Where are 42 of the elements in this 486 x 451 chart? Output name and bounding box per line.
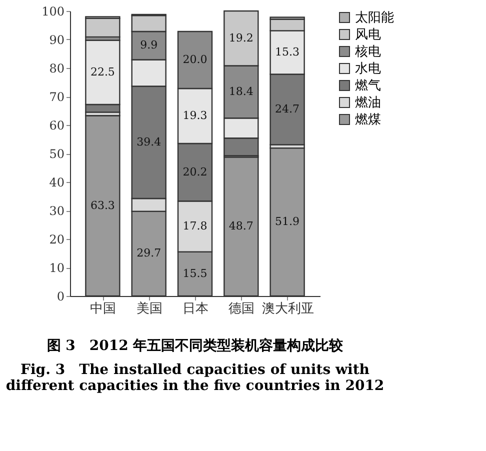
y-tick-label: 80	[49, 62, 64, 76]
legend-label: 太阳能	[355, 10, 394, 26]
y-tick-label: 50	[49, 147, 64, 161]
text: 图 3 2012 年五国不同类型装机容量构成比较	[46, 337, 344, 354]
data-label: 22.5	[90, 65, 115, 78]
legend-label: 燃气	[355, 78, 381, 94]
data-label: 18.4	[228, 84, 254, 98]
x-tick-label: 澳大利亚	[262, 302, 314, 316]
data-label: 63.3	[90, 198, 115, 212]
data-label: 19.2	[228, 31, 254, 44]
y-tick-label: 40	[49, 176, 64, 190]
data-label: 19.3	[182, 109, 208, 122]
x-tick-label: 美国	[136, 300, 162, 316]
x-tick-label: 日本	[182, 302, 208, 316]
y-tick-label: 70	[49, 90, 64, 104]
caption: Fig. 3 The installed capacities of units with	[20, 362, 370, 378]
data-label: 20.2	[182, 165, 208, 178]
y-tick-label: 60	[49, 118, 64, 132]
y-tick-label: 0	[56, 290, 64, 304]
y-tick-label: 30	[49, 204, 64, 218]
data-label: 51.9	[275, 215, 300, 228]
x-tick-label: 中国	[90, 302, 116, 316]
data-label: 15.5	[182, 266, 208, 280]
data-label: 9.9	[140, 38, 158, 52]
legend-label: 水电	[355, 62, 381, 76]
legend-label: 核电	[354, 44, 381, 60]
x-tick-label: 德国	[228, 302, 255, 316]
text: different capacities in the five countries in 2012	[6, 378, 384, 394]
data-label: 17.8	[182, 219, 208, 232]
data-label: 48.7	[228, 220, 254, 233]
data-label: 39.4	[136, 135, 162, 148]
legend-label: 风电	[355, 28, 381, 42]
legend-label: 燃油	[355, 96, 381, 110]
y-tick-label: 90	[49, 33, 64, 47]
legend-label: 燃煤	[355, 112, 381, 128]
y-tick-label: 20	[49, 232, 64, 246]
data-label: 29.7	[136, 246, 162, 260]
data-label: 24.7	[275, 102, 300, 116]
data-label: 15.3	[275, 45, 300, 58]
y-tick-label: 100	[42, 4, 64, 18]
data-label: 20.0	[182, 53, 208, 66]
y-tick-label: 10	[49, 261, 64, 275]
